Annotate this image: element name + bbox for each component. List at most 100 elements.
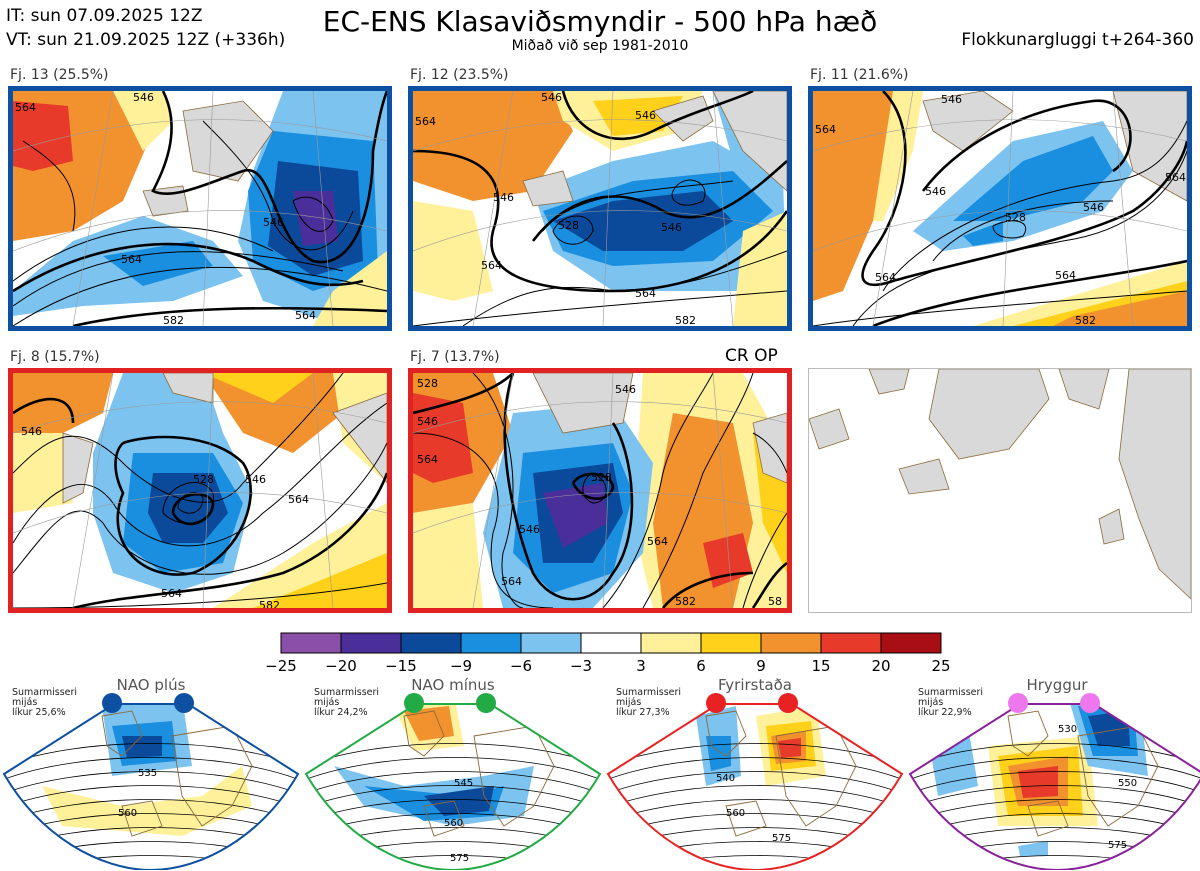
colorbar-swatch [400,632,462,654]
regime-contour-label: 535 [138,768,157,779]
colorbar-swatch [460,632,522,654]
colorbar-swatch [520,632,582,654]
valid-time: VT: sun 21.09.2025 12Z (+336h) [6,30,286,50]
colorbar-swatch [280,632,342,654]
cluster-label-8: Fj. 8 (15.7%) [10,349,100,365]
cluster-map-7: 528 546 564 546 528 546 564 564 582 58 [408,368,792,613]
contour-label: 546 [635,109,656,122]
regime-info-text: líkur 27,3% [616,707,670,718]
regime-info-text: mijás [314,697,340,708]
regime-panel: 545 560 575 NAO mínus Sumarmisseri mijás líkur… [304,676,602,870]
cluster-map-13-graphic: 564 546 546 564 564 582 [13,91,387,326]
contour-label: 564 [647,535,668,548]
regime-map: 530 550 575 [908,693,1200,870]
header-run-info: IT: sun 07.09.2025 12Z VT: sun 21.09.202… [6,4,285,52]
cluster-label-7: Fj. 7 (13.7%) [410,349,500,365]
contour-label: 546 [263,216,284,229]
regime-info-text: mijás [918,697,944,708]
contour-label: 582 [675,314,696,326]
regime-contour-label: 575 [772,833,791,844]
contour-label: 528 [417,377,438,390]
contour-label: 546 [245,473,266,486]
contour-label: 564 [875,271,896,284]
contour-label: 564 [481,259,502,272]
regime-info-text: Sumarmisseri [616,687,682,698]
contour-label: 528 [1005,211,1026,224]
cluster-label-13: Fj. 13 (25.5%) [10,67,109,83]
regime-info-text: Sumarmisseri [12,687,78,698]
contour-label: 546 [417,415,438,428]
regime-marker-dot [404,693,424,713]
contour-label: 564 [415,115,436,128]
colorbar-swatch [700,632,762,654]
regime-marker-dot [102,693,122,713]
colorbar-tick-label: −20 [325,657,357,675]
control-run-label: CR OP [725,346,778,366]
regime-contour-label: 560 [118,808,137,819]
regime-title: NAO plús [116,676,186,694]
colorbar-tick-label: 25 [931,657,951,675]
contour-label: 582 [675,595,696,608]
regime-contour-label: 575 [1108,840,1127,851]
colorbar-tick-label: −6 [509,657,533,675]
regime-map: 535 560 [2,693,300,870]
regime-marker-dot [1080,693,1100,713]
colorbar-tick-label: 15 [811,657,831,675]
contour-label: 564 [501,575,522,588]
contour-label: 564 [1055,269,1076,282]
regime-marker-dot [476,693,496,713]
colorbar-swatch [880,632,942,654]
colorbar [280,632,944,658]
contour-label: 546 [541,91,562,104]
cluster-label-12: Fj. 12 (23.5%) [410,67,509,83]
regime-contour-label: 560 [726,808,745,819]
colorbar-tick-label: 6 [696,657,706,675]
regime-info-text: líkur 25,6% [12,707,66,718]
contour-label: 546 [493,191,514,204]
colorbar-tick-label: 20 [871,657,891,675]
regime-marker-dot [706,693,726,713]
cluster-map-8: 546 528 546 564 564 582 [8,368,392,613]
regime-info-text: mijás [12,697,38,708]
regime-marker-dot [778,693,798,713]
cluster-map-8-graphic: 546 528 546 564 564 582 [13,373,387,608]
contour-label: 546 [133,91,154,104]
cluster-label-11: Fj. 11 (21.6%) [810,67,909,83]
colorbar-tick-label: −15 [385,657,417,675]
contour-label: 564 [815,123,836,136]
regime-info-text: líkur 22,9% [918,707,972,718]
regime-contour-label: 540 [716,773,735,784]
regime-map: 540 560 575 [606,693,904,870]
cluster-map-12-graphic: 546 546 564 528 546 546 564 564 582 [413,91,787,326]
colorbar-tick-label: 3 [636,657,646,675]
regime-title: Fyrirstaða [718,676,792,694]
contour-label: 58 [768,595,782,608]
initial-time: IT: sun 07.09.2025 12Z [6,6,203,26]
page-subtitle: Miðað við sep 1981-2010 [511,38,689,54]
regime-title: NAO mínus [411,676,495,694]
regime-panel: 540 560 575 Fyrirstaða Sumarmisseri mijás líku… [606,676,904,870]
contour-label: 582 [259,599,280,608]
contour-label: 546 [661,221,682,234]
regime-info-text: mijás [616,697,642,708]
regime-title: Hryggur [1026,676,1088,694]
colorbar-tick-label: 9 [756,657,766,675]
contour-label: 564 [1165,171,1186,184]
regime-contour-label: 545 [454,778,473,789]
colorbar-swatch [760,632,822,654]
contour-label: 564 [635,287,656,300]
regime-info-text: Sumarmisseri [314,687,380,698]
colorbar-tick-label: −3 [569,657,593,675]
regime-info-text: líkur 24,2% [314,707,368,718]
contour-label: 582 [163,314,184,326]
contour-label: 546 [1083,201,1104,214]
cluster-map-11: 546 564 546 528 546 564 564 564 582 [808,86,1192,331]
contour-label: 564 [417,453,438,466]
regime-contour-label: 550 [1118,778,1137,789]
contour-label: 546 [925,185,946,198]
contour-label: 564 [288,493,309,506]
contour-label: 528 [558,219,579,232]
regime-contour-label: 560 [444,818,463,829]
contour-label: 528 [591,471,612,484]
classification-window: Flokkunargluggi t+264-360 [961,30,1194,50]
